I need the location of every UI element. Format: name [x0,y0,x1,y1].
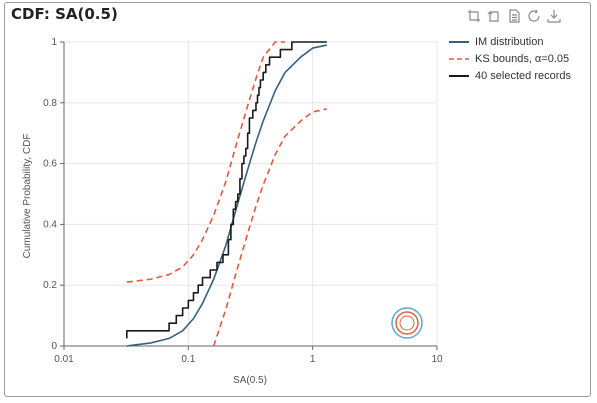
legend-line-solid-icon [449,74,469,77]
x-tick-label: 0.01 [54,354,74,365]
legend-line-dashed-icon [449,57,469,60]
legend-line-solid-icon [449,40,469,43]
y-tick-label: 0.8 [43,98,57,109]
y-tick-label: 0 [51,341,57,352]
zoom-select-icon[interactable] [467,9,481,23]
restore-icon[interactable] [527,9,541,23]
x-tick-label: 1 [310,354,316,365]
y-tick-label: 0.6 [43,159,57,170]
y-tick-label: 1 [51,37,57,48]
series-line-im-distribution [126,44,328,347]
legend: IM distribution KS bounds, α=0.05 40 sel… [449,33,571,84]
chart-title: CDF: SA(0.5) [11,5,118,23]
legend-label: KS bounds, α=0.05 [475,52,570,65]
series-line-selected-records [126,41,327,339]
y-tick-label: 0.4 [43,219,57,230]
zoom-reset-icon[interactable] [487,9,501,23]
legend-label: IM distribution [475,35,544,48]
legend-label: 40 selected records [475,69,571,82]
chart-panel: CDF: SA(0.5) [4,2,591,397]
series-line-ks-upper [126,41,286,283]
data-view-icon[interactable] [507,9,521,23]
grid-lines [63,41,438,347]
y-tick-label: 0.2 [43,280,57,291]
legend-item-selected-records[interactable]: 40 selected records [449,67,571,84]
x-axis-label: SA(0.5) [233,375,267,386]
series-group [126,41,328,347]
chart-toolbar [467,9,561,23]
watermark-logo-icon [391,307,423,339]
legend-item-ks-bounds[interactable]: KS bounds, α=0.05 [449,50,571,67]
legend-item-im-distribution[interactable]: IM distribution [449,33,571,50]
axes: 0.01 0.1 1 10 0 0.2 0.4 0.6 0.8 1 [43,37,443,365]
x-tick-label: 0.1 [181,354,195,365]
x-tick-label: 10 [431,354,443,365]
y-axis-label: Cumulative Probability, CDF [22,134,33,259]
save-image-icon[interactable] [547,9,561,23]
